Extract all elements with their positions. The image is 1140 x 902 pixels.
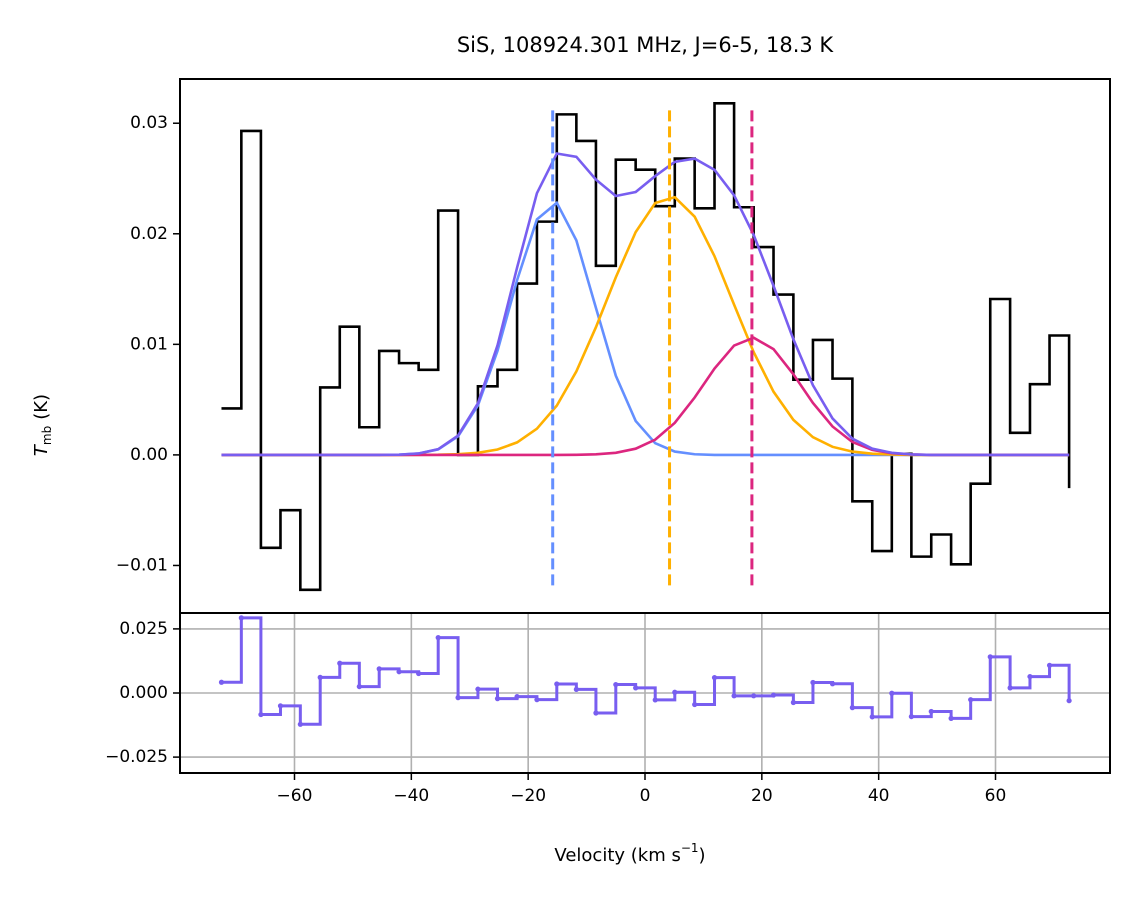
point — [1066, 698, 1072, 704]
y-label-unit: (K) — [31, 394, 52, 420]
point — [494, 696, 501, 702]
x-tick-label: 60 — [985, 786, 1007, 806]
point — [218, 679, 225, 685]
point — [770, 692, 777, 698]
point — [751, 693, 757, 699]
x-tick-label: −60 — [277, 786, 313, 806]
point — [1027, 673, 1033, 680]
point — [908, 713, 914, 720]
y-tick-label: 0.000 — [119, 683, 168, 703]
x-tick-label: −40 — [393, 786, 429, 806]
point — [416, 670, 422, 677]
chart-title: SiS, 108924.301 MHz, J=6-5, 18.3 K — [457, 33, 835, 57]
point — [573, 686, 579, 693]
point — [593, 710, 599, 716]
point — [692, 701, 698, 708]
point — [356, 683, 362, 690]
point — [711, 675, 718, 681]
x-label-superscript: −1 — [681, 841, 699, 855]
point — [297, 721, 303, 727]
point — [790, 699, 796, 706]
point — [277, 703, 284, 709]
series-line — [221, 152, 1070, 457]
point — [554, 681, 560, 687]
series-line — [221, 102, 1071, 592]
x-tick-label: −20 — [510, 786, 546, 806]
point — [1046, 662, 1053, 668]
point — [849, 705, 855, 711]
x-tick-label: 0 — [640, 786, 651, 806]
y-tick-label: 0.03 — [130, 113, 168, 133]
y-axis-label: Tmb (K) — [31, 394, 54, 456]
point — [633, 685, 639, 691]
y-tick-label: −0.01 — [116, 555, 168, 575]
point — [337, 660, 343, 666]
point — [376, 666, 382, 672]
y-tick-label: −0.025 — [105, 747, 168, 767]
series-line — [221, 200, 1070, 457]
point — [672, 689, 678, 695]
y-tick-label: 0.01 — [130, 334, 168, 354]
point — [652, 697, 658, 703]
point — [829, 681, 836, 687]
point — [968, 697, 974, 703]
point — [731, 693, 737, 699]
point — [514, 693, 520, 700]
point — [475, 686, 481, 692]
point — [889, 690, 895, 696]
y-tick-label: 0.02 — [130, 224, 168, 244]
point — [455, 695, 461, 701]
point — [987, 654, 993, 660]
point — [396, 669, 402, 675]
point — [258, 711, 264, 718]
point — [613, 681, 619, 688]
point — [534, 697, 540, 703]
x-label-text: Velocity (km s — [554, 845, 680, 866]
x-tick-label: 40 — [868, 786, 890, 806]
y-tick-label: 0.00 — [130, 445, 168, 465]
point — [1007, 685, 1013, 691]
y-label-symbol: T — [31, 443, 52, 456]
series-line — [221, 336, 1070, 457]
y-tick-label: 0.025 — [119, 619, 168, 639]
point — [869, 714, 875, 720]
x-tick-label: 20 — [751, 786, 773, 806]
point — [435, 635, 441, 641]
x-label-end: ) — [699, 845, 706, 866]
point — [948, 715, 954, 721]
point — [317, 674, 323, 680]
axes-frame — [179, 612, 1111, 774]
point — [928, 708, 934, 715]
point — [238, 615, 244, 621]
x-axis-label: Velocity (km s−1) — [554, 841, 705, 867]
y-label-subscript: mb — [40, 426, 54, 445]
point — [810, 679, 816, 686]
